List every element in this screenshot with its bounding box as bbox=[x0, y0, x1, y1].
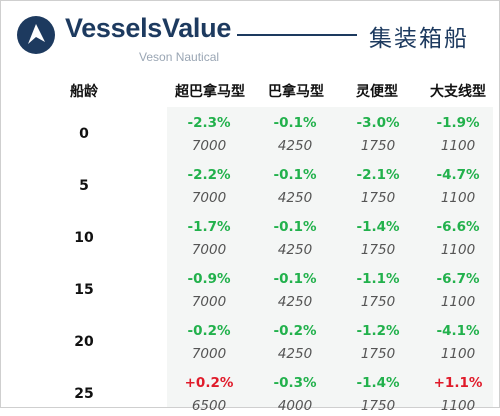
value-cell: 1750 bbox=[360, 346, 396, 362]
value-cell: 1100 bbox=[440, 346, 476, 362]
value-cell: 1100 bbox=[440, 242, 476, 258]
value-cell: 1750 bbox=[360, 294, 396, 310]
value-cell: 1100 bbox=[440, 138, 476, 154]
change-cell: -2.2% bbox=[187, 167, 231, 183]
page-title: 集装箱船 bbox=[369, 26, 469, 52]
change-cell: -1.7% bbox=[187, 219, 231, 235]
value-cell: 1100 bbox=[440, 398, 476, 414]
change-cell: +0.2% bbox=[184, 375, 234, 391]
value-cell: 7000 bbox=[191, 294, 227, 310]
change-cell: -0.1% bbox=[273, 115, 317, 131]
vesselsvalue-logo-icon bbox=[17, 16, 55, 54]
change-cell: +1.1% bbox=[433, 375, 483, 391]
header-divider bbox=[237, 34, 357, 36]
change-cell: -0.2% bbox=[187, 323, 231, 339]
value-cell: 4250 bbox=[277, 346, 313, 362]
change-cell: -1.4% bbox=[356, 375, 400, 391]
change-cell: -0.9% bbox=[187, 271, 231, 287]
change-cell: -1.1% bbox=[356, 271, 400, 287]
value-cell: 4250 bbox=[277, 242, 313, 258]
change-cell: -1.4% bbox=[356, 219, 400, 235]
header: VesselsValue Veson Nautical 集装箱船 bbox=[1, 1, 499, 71]
change-cell: -0.3% bbox=[273, 375, 317, 391]
value-cell: 4250 bbox=[277, 294, 313, 310]
row-age: 25 bbox=[74, 386, 94, 402]
value-cell: 6500 bbox=[191, 398, 227, 414]
change-cell: -1.9% bbox=[436, 115, 480, 131]
value-cell: 1750 bbox=[360, 398, 396, 414]
column-header-age: 船龄 bbox=[70, 84, 98, 100]
value-cell: 1100 bbox=[440, 294, 476, 310]
value-cell: 4250 bbox=[277, 190, 313, 206]
value-cell: 4000 bbox=[277, 398, 313, 414]
column-header-post-panamax: 超巴拿马型 bbox=[175, 84, 245, 100]
value-cell: 1750 bbox=[360, 138, 396, 154]
row-age: 0 bbox=[79, 126, 89, 142]
value-cell: 1100 bbox=[440, 190, 476, 206]
change-cell: -0.1% bbox=[273, 167, 317, 183]
value-cell: 7000 bbox=[191, 346, 227, 362]
change-cell: -0.1% bbox=[273, 271, 317, 287]
column-header-handy: 灵便型 bbox=[356, 84, 398, 100]
value-cell: 1750 bbox=[360, 190, 396, 206]
row-age: 10 bbox=[74, 230, 94, 246]
value-cell: 1750 bbox=[360, 242, 396, 258]
brand-name: VesselsValue bbox=[65, 13, 232, 43]
value-cell: 7000 bbox=[191, 242, 227, 258]
change-cell: -4.1% bbox=[436, 323, 480, 339]
row-age: 15 bbox=[74, 282, 94, 298]
column-header-feedermax: 大支线型 bbox=[430, 84, 486, 100]
change-cell: -0.2% bbox=[273, 323, 317, 339]
row-age: 20 bbox=[74, 334, 94, 350]
value-cell: 7000 bbox=[191, 190, 227, 206]
value-cell: 4250 bbox=[277, 138, 313, 154]
change-cell: -6.6% bbox=[436, 219, 480, 235]
change-cell: -2.1% bbox=[356, 167, 400, 183]
value-cell: 7000 bbox=[191, 138, 227, 154]
change-cell: -0.1% bbox=[273, 219, 317, 235]
column-header-panamax: 巴拿马型 bbox=[268, 84, 324, 100]
change-cell: -1.2% bbox=[356, 323, 400, 339]
change-cell: -2.3% bbox=[187, 115, 231, 131]
row-age: 5 bbox=[79, 178, 89, 194]
change-cell: -3.0% bbox=[356, 115, 400, 131]
brand-subtitle: Veson Nautical bbox=[139, 50, 220, 64]
change-cell: -6.7% bbox=[436, 271, 480, 287]
data-area bbox=[167, 107, 493, 407]
change-cell: -4.7% bbox=[436, 167, 480, 183]
